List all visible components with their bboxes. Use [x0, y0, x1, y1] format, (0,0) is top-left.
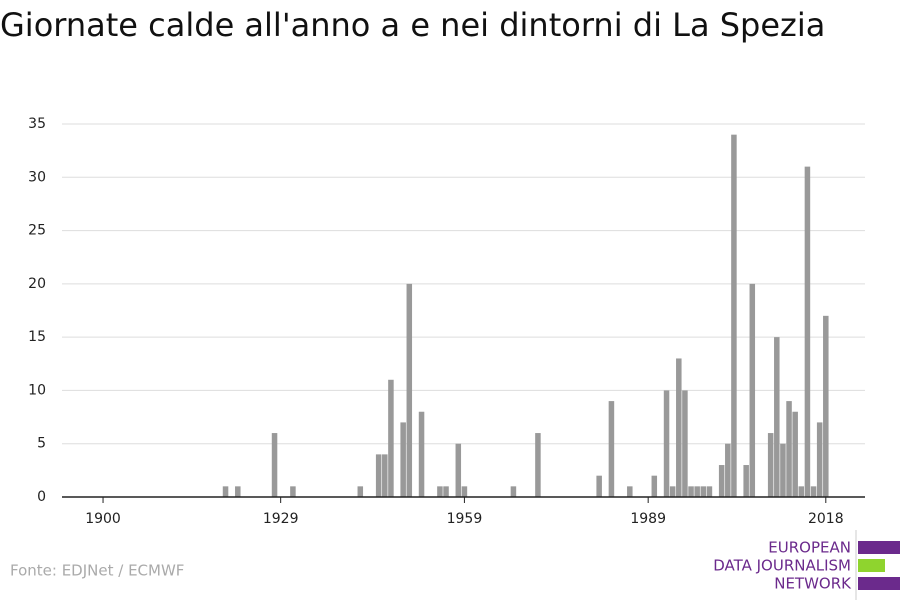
bar — [290, 486, 296, 497]
bar — [669, 486, 676, 497]
x-tick-label: 1959 — [447, 511, 483, 527]
bar — [676, 358, 682, 497]
bar — [743, 465, 749, 497]
y-tick-label: 0 — [37, 489, 46, 505]
bar — [443, 486, 449, 497]
y-tick-label: 35 — [28, 116, 46, 132]
bar — [694, 486, 700, 497]
chart-title: Giornate calde all'anno a e nei dintorni… — [0, 6, 825, 44]
y-tick-label: 30 — [28, 169, 46, 185]
bar — [731, 134, 737, 497]
bar — [375, 454, 382, 497]
logo-bar — [858, 559, 885, 572]
bar — [222, 486, 229, 497]
x-tick-label: 2018 — [808, 511, 844, 527]
x-tick-label: 1929 — [263, 511, 299, 527]
bar — [688, 486, 694, 497]
bar — [774, 337, 780, 497]
bar — [706, 486, 713, 497]
bar — [510, 486, 517, 497]
bar — [749, 283, 756, 497]
bar — [700, 486, 707, 497]
bar — [382, 454, 388, 497]
bar — [780, 443, 786, 497]
bar — [271, 433, 278, 497]
bar — [798, 486, 805, 497]
bar — [596, 475, 602, 497]
bar — [455, 443, 462, 497]
y-tick-label: 10 — [28, 382, 46, 398]
logo-text: EUROPEAN — [768, 539, 851, 557]
y-tick-label: 20 — [28, 276, 46, 292]
bar — [357, 486, 364, 497]
bar — [461, 486, 468, 497]
y-tick-label: 25 — [28, 223, 46, 239]
bar — [651, 475, 658, 497]
bar — [418, 411, 425, 497]
bar — [400, 422, 406, 497]
bar — [823, 315, 829, 497]
bar — [608, 401, 615, 497]
bar — [804, 166, 811, 497]
y-tick-label: 15 — [28, 329, 46, 345]
x-tick-label: 1900 — [85, 511, 121, 527]
logo-text: DATA JOURNALISM — [713, 557, 851, 575]
bar — [682, 390, 688, 497]
bar — [767, 433, 774, 497]
bar — [627, 486, 633, 497]
bar — [786, 401, 792, 497]
bar — [792, 411, 798, 497]
source: Fonte: EDJNet / ECMWF — [10, 562, 184, 580]
bar — [406, 283, 413, 497]
bar — [437, 486, 443, 497]
bar — [388, 379, 394, 497]
bar — [816, 422, 823, 497]
bar — [663, 390, 670, 497]
logo-bar — [858, 541, 900, 554]
bar — [235, 486, 241, 497]
bar — [725, 443, 731, 497]
logo-bar — [858, 577, 900, 590]
bar — [535, 433, 541, 497]
logo-text: NETWORK — [774, 575, 852, 593]
bar — [810, 486, 817, 497]
bar — [718, 465, 725, 497]
y-tick-label: 5 — [37, 436, 46, 452]
x-tick-label: 1989 — [630, 511, 666, 527]
